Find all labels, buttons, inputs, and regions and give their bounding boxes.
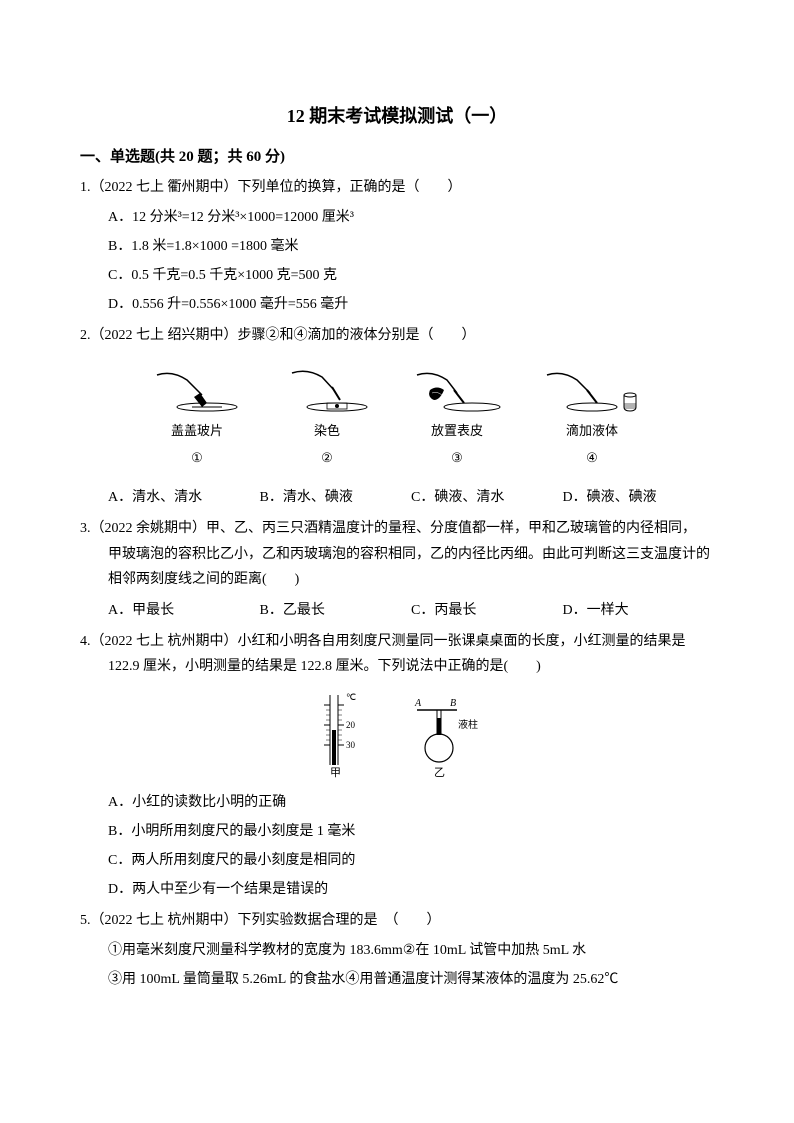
place-skin-icon <box>412 365 502 415</box>
question-1: 1.（2022 七上 衢州期中）下列单位的换算，正确的是（ ） A．12 分米³… <box>80 175 714 317</box>
svg-text:乙: 乙 <box>434 766 445 779</box>
q3-option-d: D．一样大 <box>563 598 715 623</box>
svg-text:30: 30 <box>346 740 356 750</box>
cover-slip-icon <box>152 365 242 415</box>
q4-figures: ℃ 20 30 甲 A B 液柱 乙 <box>80 690 714 780</box>
q2-option-b: B．清水、碘液 <box>260 485 412 510</box>
q2-option-d: D．碘液、碘液 <box>563 485 715 510</box>
q2-fig-3-label: 放置表皮 <box>431 419 483 442</box>
q2-fig-1-num: ① <box>191 446 203 469</box>
q4-option-d: D．两人中至少有一个结果是错误的 <box>80 877 714 902</box>
section-header: 一、单选题(共 20 题；共 60 分) <box>80 144 714 171</box>
q4-option-a: A．小红的读数比小明的正确 <box>80 790 714 815</box>
q2-option-a: A．清水、清水 <box>108 485 260 510</box>
q2-fig-3-num: ③ <box>451 446 463 469</box>
svg-text:B: B <box>450 698 456 709</box>
q4-option-b: B．小明所用刻度尺的最小刻度是 1 毫米 <box>80 819 714 844</box>
q2-fig-2: 染色 ② <box>282 365 372 470</box>
q3-line2: 甲玻璃泡的容积比乙小，乙和丙玻璃泡的容积相同，乙的内径比丙细。由此可判断这三支温… <box>80 542 714 567</box>
svg-text:A: A <box>414 698 422 709</box>
q3-line3: 相邻两刻度线之间的距离( ) <box>80 567 714 592</box>
svg-text:℃: ℃ <box>346 692 356 702</box>
q3-options: A．甲最长 B．乙最长 C．丙最长 D．一样大 <box>80 598 714 623</box>
flask-icon: A B 液柱 乙 <box>402 690 482 780</box>
q2-fig-2-num: ② <box>321 446 333 469</box>
drop-liquid-icon <box>542 365 642 415</box>
q2-fig-4-num: ④ <box>586 446 598 469</box>
q4-option-c: C．两人所用刻度尺的最小刻度是相同的 <box>80 848 714 873</box>
q2-fig-4-label: 滴加液体 <box>566 419 618 442</box>
question-4: 4.（2022 七上 杭州期中）小红和小明各自用刻度尺测量同一张课桌桌面的长度，… <box>80 629 714 902</box>
thermometer-icon: ℃ 20 30 甲 <box>312 690 362 780</box>
q5-sub2: ③用 100mL 量筒量取 5.26mL 的食盐水④用普通温度计测得某液体的温度… <box>80 967 714 992</box>
q2-fig-1-label: 盖盖玻片 <box>171 419 223 442</box>
q3-option-a: A．甲最长 <box>108 598 260 623</box>
q3-stem: 3.（2022 余姚期中）甲、乙、丙三只酒精温度计的量程、分度值都一样，甲和乙玻… <box>80 516 714 541</box>
q5-stem: 5.（2022 七上 杭州期中）下列实验数据合理的是 （ ） <box>80 908 714 933</box>
question-3: 3.（2022 余姚期中）甲、乙、丙三只酒精温度计的量程、分度值都一样，甲和乙玻… <box>80 516 714 623</box>
q4-line2: 122.9 厘米，小明测量的结果是 122.8 厘米。下列说法中正确的是( ) <box>80 654 714 679</box>
page-title: 12 期末考试模拟测试（一） <box>80 100 714 132</box>
svg-text:20: 20 <box>346 720 356 730</box>
q1-option-b: B．1.8 米=1.8×1000 =1800 毫米 <box>80 234 714 259</box>
staining-icon <box>282 365 372 415</box>
q2-fig-2-label: 染色 <box>314 419 340 442</box>
q2-options: A．清水、清水 B．清水、碘液 C．碘液、清水 D．碘液、碘液 <box>80 485 714 510</box>
q2-fig-1: 盖盖玻片 ① <box>152 365 242 470</box>
svg-text:液柱: 液柱 <box>458 718 478 731</box>
q3-option-b: B．乙最长 <box>260 598 412 623</box>
svg-text:甲: 甲 <box>330 767 341 779</box>
q4-stem: 4.（2022 七上 杭州期中）小红和小明各自用刻度尺测量同一张课桌桌面的长度，… <box>80 629 714 654</box>
question-2: 2.（2022 七上 绍兴期中）步骤②和④滴加的液体分别是（ ） 盖盖玻片 ① … <box>80 323 714 510</box>
q3-option-c: C．丙最长 <box>411 598 563 623</box>
q1-option-d: D．0.556 升=0.556×1000 毫升=556 毫升 <box>80 292 714 317</box>
q2-option-c: C．碘液、清水 <box>411 485 563 510</box>
q2-figures: 盖盖玻片 ① 染色 ② 放置表皮 ③ <box>80 365 714 470</box>
q2-fig-3: 放置表皮 ③ <box>412 365 502 470</box>
q1-option-a: A．12 分米³=12 分米³×1000=12000 厘米³ <box>80 205 714 230</box>
q2-stem: 2.（2022 七上 绍兴期中）步骤②和④滴加的液体分别是（ ） <box>80 323 714 348</box>
q1-stem: 1.（2022 七上 衢州期中）下列单位的换算，正确的是（ ） <box>80 175 714 200</box>
q1-option-c: C．0.5 千克=0.5 千克×1000 克=500 克 <box>80 263 714 288</box>
question-5: 5.（2022 七上 杭州期中）下列实验数据合理的是 （ ） ①用毫米刻度尺测量… <box>80 908 714 992</box>
q2-fig-4: 滴加液体 ④ <box>542 365 642 470</box>
q5-sub1: ①用毫米刻度尺测量科学教材的宽度为 183.6mm②在 10mL 试管中加热 5… <box>80 938 714 963</box>
